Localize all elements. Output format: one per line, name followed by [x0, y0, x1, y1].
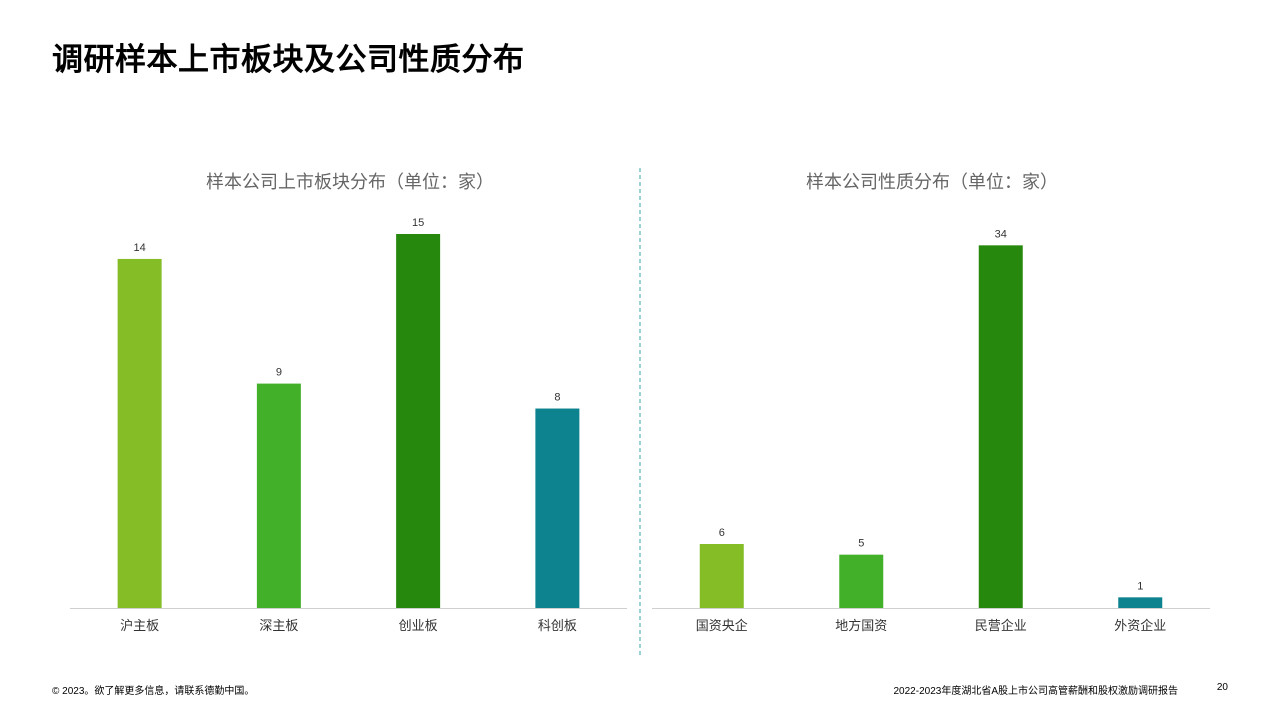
category-label-0-0: 沪主板 [120, 618, 159, 633]
bar-0-3 [535, 408, 580, 608]
data-label-0-1: 9 [276, 367, 282, 379]
category-label-1-3: 外资企业 [1114, 618, 1166, 633]
category-label-1-1: 地方国资 [835, 618, 887, 633]
chart-title-listing-board: 样本公司上市板块分布（单位：家） [206, 172, 494, 192]
data-label-0-2: 15 [412, 217, 424, 229]
footer-report-title: 2022-2023年度湖北省A股上市公司高管薪酬和股权激励调研报告 [893, 686, 1179, 697]
category-label-0-1: 深主板 [259, 618, 298, 633]
bar-0-1 [256, 383, 301, 608]
data-label-1-0: 6 [719, 527, 725, 539]
bar-1-3 [1118, 597, 1163, 608]
page-number: 20 [1216, 682, 1228, 693]
chart-company-nature: 6 国资央企 5 地方国资 34 民营企业 1 外资企业 [652, 228, 1210, 633]
data-label-0-3: 8 [554, 392, 560, 404]
bar-1-1 [839, 554, 884, 608]
bar-0-2 [396, 234, 441, 608]
footer-copyright: © 2023。欲了解更多信息，请联系德勤中国。 [52, 686, 255, 697]
page-title: 调研样本上市板块及公司性质分布 [52, 42, 525, 77]
data-label-0-0: 14 [134, 242, 146, 254]
chart-title-company-nature: 样本公司性质分布（单位：家） [806, 172, 1058, 192]
data-label-1-1: 5 [858, 538, 864, 550]
bar-1-0 [699, 544, 744, 608]
category-label-0-2: 创业板 [399, 618, 438, 633]
data-label-1-3: 1 [1137, 580, 1143, 592]
category-label-0-3: 科创板 [538, 618, 577, 633]
chart-listing-board: 14 沪主板 9 深主板 15 创业板 8 科创板 [70, 217, 627, 633]
category-label-1-0: 国资央企 [696, 618, 748, 633]
bar-0-0 [117, 258, 162, 608]
category-label-1-2: 民营企业 [975, 618, 1027, 633]
data-label-1-2: 34 [995, 228, 1007, 240]
bar-1-2 [978, 245, 1023, 609]
